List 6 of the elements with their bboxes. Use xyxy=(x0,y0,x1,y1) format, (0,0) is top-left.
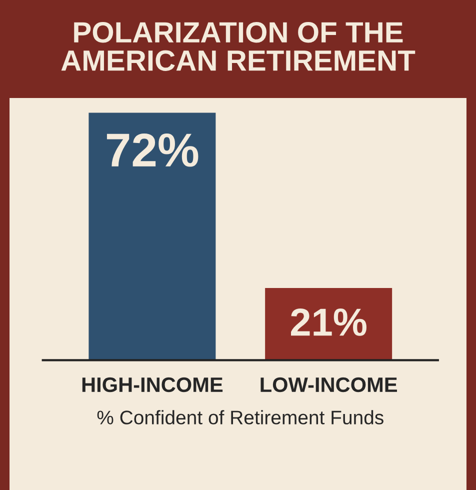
x-tick-label: LOW-INCOME xyxy=(260,377,397,392)
x-axis-title: % Confident of Retirement Funds xyxy=(97,410,384,424)
data-label: 21% xyxy=(291,308,366,336)
chart-title: POLARIZATION OF THE AMERICAN RETIREMENT xyxy=(61,22,416,71)
data-label: 72% xyxy=(106,133,198,167)
x-tick-label: HIGH-INCOME xyxy=(82,377,223,392)
